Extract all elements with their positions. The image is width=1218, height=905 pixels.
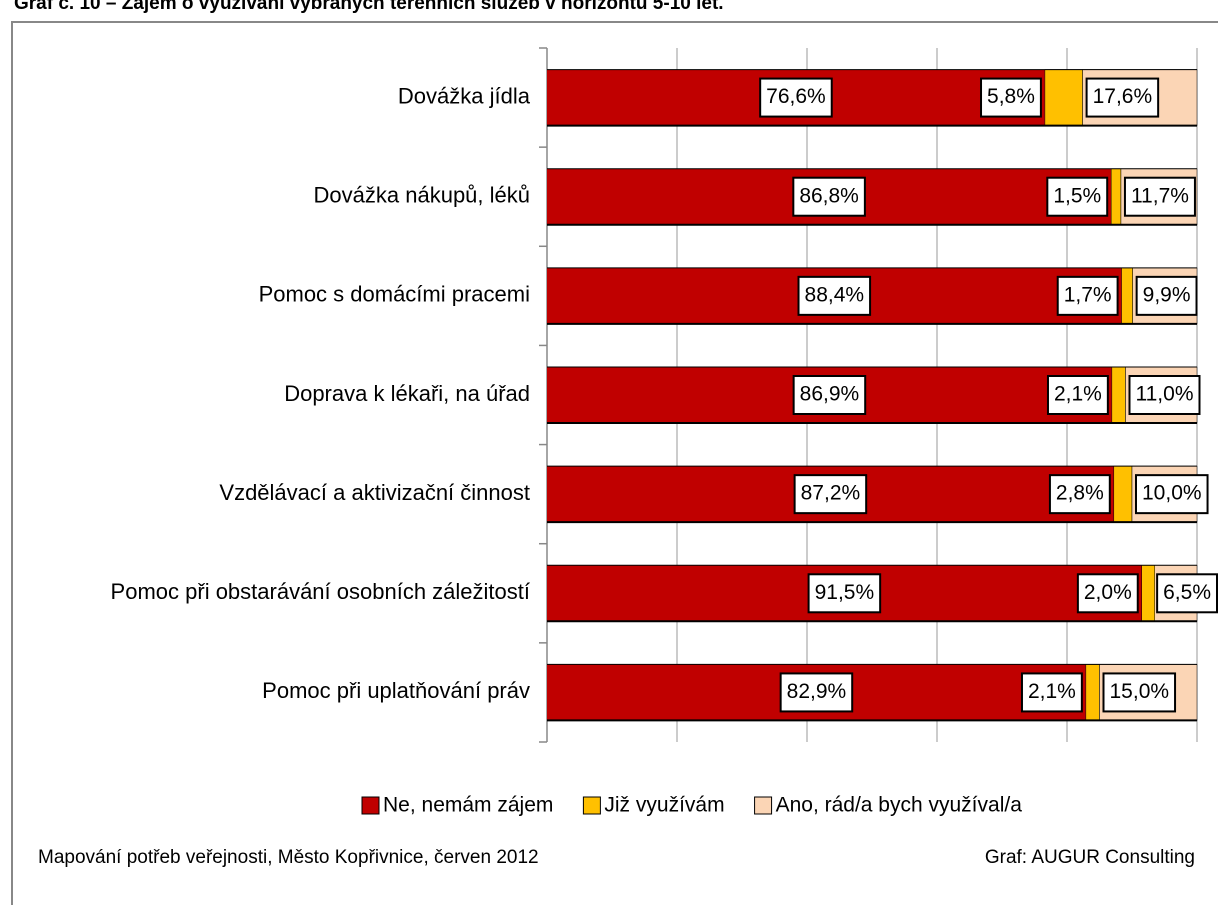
category-label: Doprava k lékaři, na úřad	[284, 381, 530, 406]
value-label-group: 5,8%	[980, 77, 1042, 118]
value-label-group: 76,6%	[759, 77, 833, 118]
value-label-box	[1048, 474, 1111, 515]
legend-label: Ano, rád/a bych využíval/a	[776, 794, 1023, 817]
bar-segment	[1111, 366, 1126, 424]
value-label-group: 10,0%	[1135, 474, 1209, 515]
value-label-group: 11,0%	[1128, 375, 1201, 415]
category-label: Pomoc při obstarávání osobních záležitos…	[111, 579, 530, 604]
credit: Graf: AUGUR Consulting	[985, 847, 1195, 868]
value-label: 76,6%	[766, 85, 826, 108]
value-label: 88,4%	[805, 283, 865, 306]
value-label-box	[793, 474, 868, 515]
bar-segment	[1141, 565, 1155, 622]
value-label-box	[1156, 573, 1218, 614]
value-label: 10,0%	[1142, 482, 1202, 505]
value-label-group: 2,0%	[1076, 573, 1139, 614]
value-label: 2,8%	[1056, 482, 1104, 505]
source: Mapování potřeb veřejnosti, Město Kopřiv…	[38, 847, 539, 868]
legend-label: Již využívám	[604, 794, 724, 817]
value-label-box	[1123, 176, 1196, 217]
value-label-box	[1020, 672, 1083, 713]
legend-label: Ne, nemám zájem	[383, 794, 553, 817]
value-label: 6,5%	[1163, 581, 1211, 604]
bar-segment	[1113, 465, 1133, 523]
value-label: 2,0%	[1084, 581, 1132, 604]
value-label: 1,5%	[1053, 184, 1101, 207]
value-label-box	[1102, 672, 1177, 713]
value-label: 86,8%	[799, 184, 859, 207]
value-label: 2,1%	[1054, 383, 1102, 406]
value-label-group: 6,5%	[1156, 573, 1218, 614]
value-label-group: 2,1%	[1020, 672, 1083, 713]
value-label-group: 15,0%	[1102, 672, 1177, 713]
value-label-box	[807, 573, 882, 614]
category-label: Pomoc při uplatňování práv	[262, 678, 530, 703]
value-label: 82,9%	[787, 680, 847, 703]
category-label: Dovážka nákupů, léků	[314, 183, 530, 208]
value-label-box	[1085, 77, 1160, 118]
legend: Ne, nemám zájem Již využívám Ano, rád/a by…	[361, 794, 1023, 817]
value-label-group: 82,9%	[779, 672, 854, 713]
value-label: 86,9%	[800, 383, 860, 406]
value-label-box	[779, 672, 854, 713]
value-label-group: 2,1%	[1046, 375, 1109, 415]
value-label: 15,0%	[1110, 680, 1170, 703]
legend-swatch	[361, 796, 380, 815]
value-label-box	[792, 375, 867, 415]
value-label-group: 86,9%	[792, 375, 867, 415]
category-label: Pomoc s domácími pracemi	[259, 282, 530, 307]
value-label: 11,0%	[1136, 383, 1194, 406]
chart-title: Graf č. 10 – Zájem o využívání vybraných…	[14, 0, 724, 14]
value-label-box	[1128, 375, 1201, 415]
value-label-group: 17,6%	[1085, 77, 1160, 118]
value-label-box	[1076, 573, 1139, 614]
value-label-box	[1135, 474, 1209, 515]
value-label: 2,1%	[1028, 680, 1076, 703]
value-label-group: 11,7%	[1123, 176, 1196, 217]
value-label-group: 86,8%	[792, 176, 866, 217]
value-label-box	[797, 275, 872, 316]
value-label-group: 91,5%	[807, 573, 882, 614]
value-label-box	[1046, 176, 1109, 217]
legend-swatch	[582, 796, 601, 815]
value-label: 5,8%	[987, 85, 1035, 108]
value-label: 1,7%	[1064, 283, 1112, 306]
value-label-group: 1,5%	[1046, 176, 1109, 217]
bar-segment	[1044, 69, 1083, 126]
bar-segment	[1085, 664, 1100, 721]
category-label: Vzdělávací a aktivizační činnost	[219, 480, 530, 505]
bar-segment	[1121, 267, 1133, 325]
value-label-box	[759, 77, 833, 118]
value-label: 87,2%	[801, 482, 861, 505]
value-label: 91,5%	[815, 581, 875, 604]
value-label-box	[1046, 375, 1109, 415]
value-label-group: 1,7%	[1056, 275, 1119, 316]
category-label: Dovážka jídla	[398, 83, 531, 108]
value-label-group: 88,4%	[797, 275, 872, 316]
value-label: 9,9%	[1143, 283, 1191, 306]
value-label-group: 87,2%	[793, 474, 868, 515]
value-label-box	[1056, 275, 1119, 316]
value-label-box	[1135, 275, 1198, 316]
bar-segment	[1110, 168, 1122, 225]
value-label-group: 9,9%	[1135, 275, 1198, 316]
value-label: 17,6%	[1093, 85, 1153, 108]
legend-swatch	[754, 796, 773, 815]
value-label-box	[792, 176, 866, 217]
chart-frame	[11, 21, 1218, 905]
value-label: 11,7%	[1131, 184, 1189, 207]
value-label-group: 2,8%	[1048, 474, 1111, 515]
value-label-box	[980, 77, 1042, 118]
